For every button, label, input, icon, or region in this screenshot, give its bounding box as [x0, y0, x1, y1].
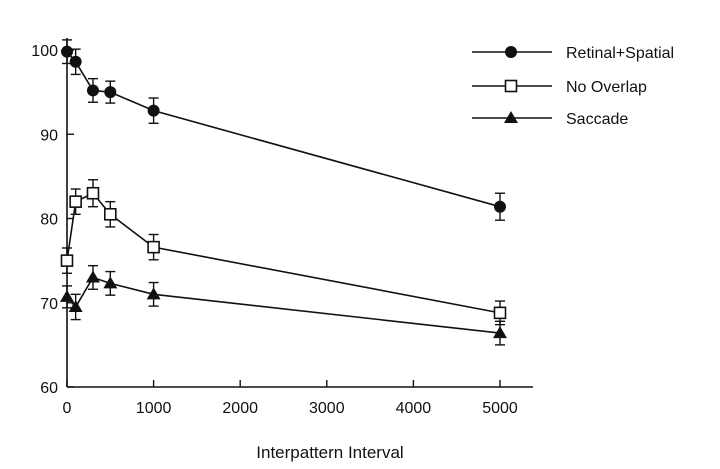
x-tick-label: 1000: [136, 400, 172, 417]
data-point: [493, 326, 507, 339]
data-point: [147, 240, 160, 254]
x-tick-label: 2000: [222, 400, 258, 417]
y-tick-label: 100: [31, 43, 58, 60]
data-point: [493, 306, 507, 320]
data-point: [147, 104, 160, 117]
data-point: [85, 270, 100, 283]
data-point: [146, 287, 161, 300]
legend-item-saccade: Saccade: [472, 111, 628, 128]
data-point: [69, 55, 82, 68]
data-point: [104, 86, 117, 99]
axes: [66, 38, 533, 388]
y-tick-label: 60: [40, 380, 58, 397]
series-no-overlap: [60, 179, 507, 326]
data-point: [60, 254, 74, 267]
series-line-no-overlap: [66, 192, 501, 314]
series-line-retinal-spatial: [66, 51, 501, 208]
x-tick-label: 4000: [396, 400, 432, 417]
series-retinal-spatial: [61, 39, 506, 221]
data-point: [61, 45, 73, 58]
series-line-saccade: [66, 276, 501, 334]
legend-label: Saccade: [566, 111, 628, 128]
data-point: [68, 299, 83, 312]
data-point: [494, 200, 506, 213]
data-point: [60, 289, 74, 302]
x-tick-label: 0: [63, 400, 72, 417]
y-tick-label: 80: [40, 212, 58, 229]
y-tick-label: 90: [40, 127, 58, 144]
legend-marker: [504, 111, 518, 123]
x-tick-label: 5000: [482, 400, 518, 417]
data-point: [104, 207, 117, 221]
legend-label: No Overlap: [566, 79, 647, 96]
data-point: [86, 186, 100, 200]
legend: Retinal+Spatial No Overlap Saccade: [472, 45, 674, 128]
legend-marker: [504, 79, 518, 93]
legend-marker: [505, 46, 517, 58]
legend-item-retinal-spatial: Retinal+Spatial: [472, 45, 674, 62]
x-axis-title: Interpattern Interval: [256, 443, 403, 462]
y-tick-label: 70: [40, 296, 58, 313]
legend-item-no-overlap: No Overlap: [472, 79, 647, 96]
data-point: [69, 195, 82, 208]
series-layer: [60, 39, 507, 346]
legend-label: Retinal+Spatial: [566, 45, 674, 62]
series-saccade: [60, 264, 507, 346]
data-point: [86, 84, 99, 97]
data-point: [103, 276, 118, 289]
x-tick-label: 3000: [309, 400, 345, 417]
